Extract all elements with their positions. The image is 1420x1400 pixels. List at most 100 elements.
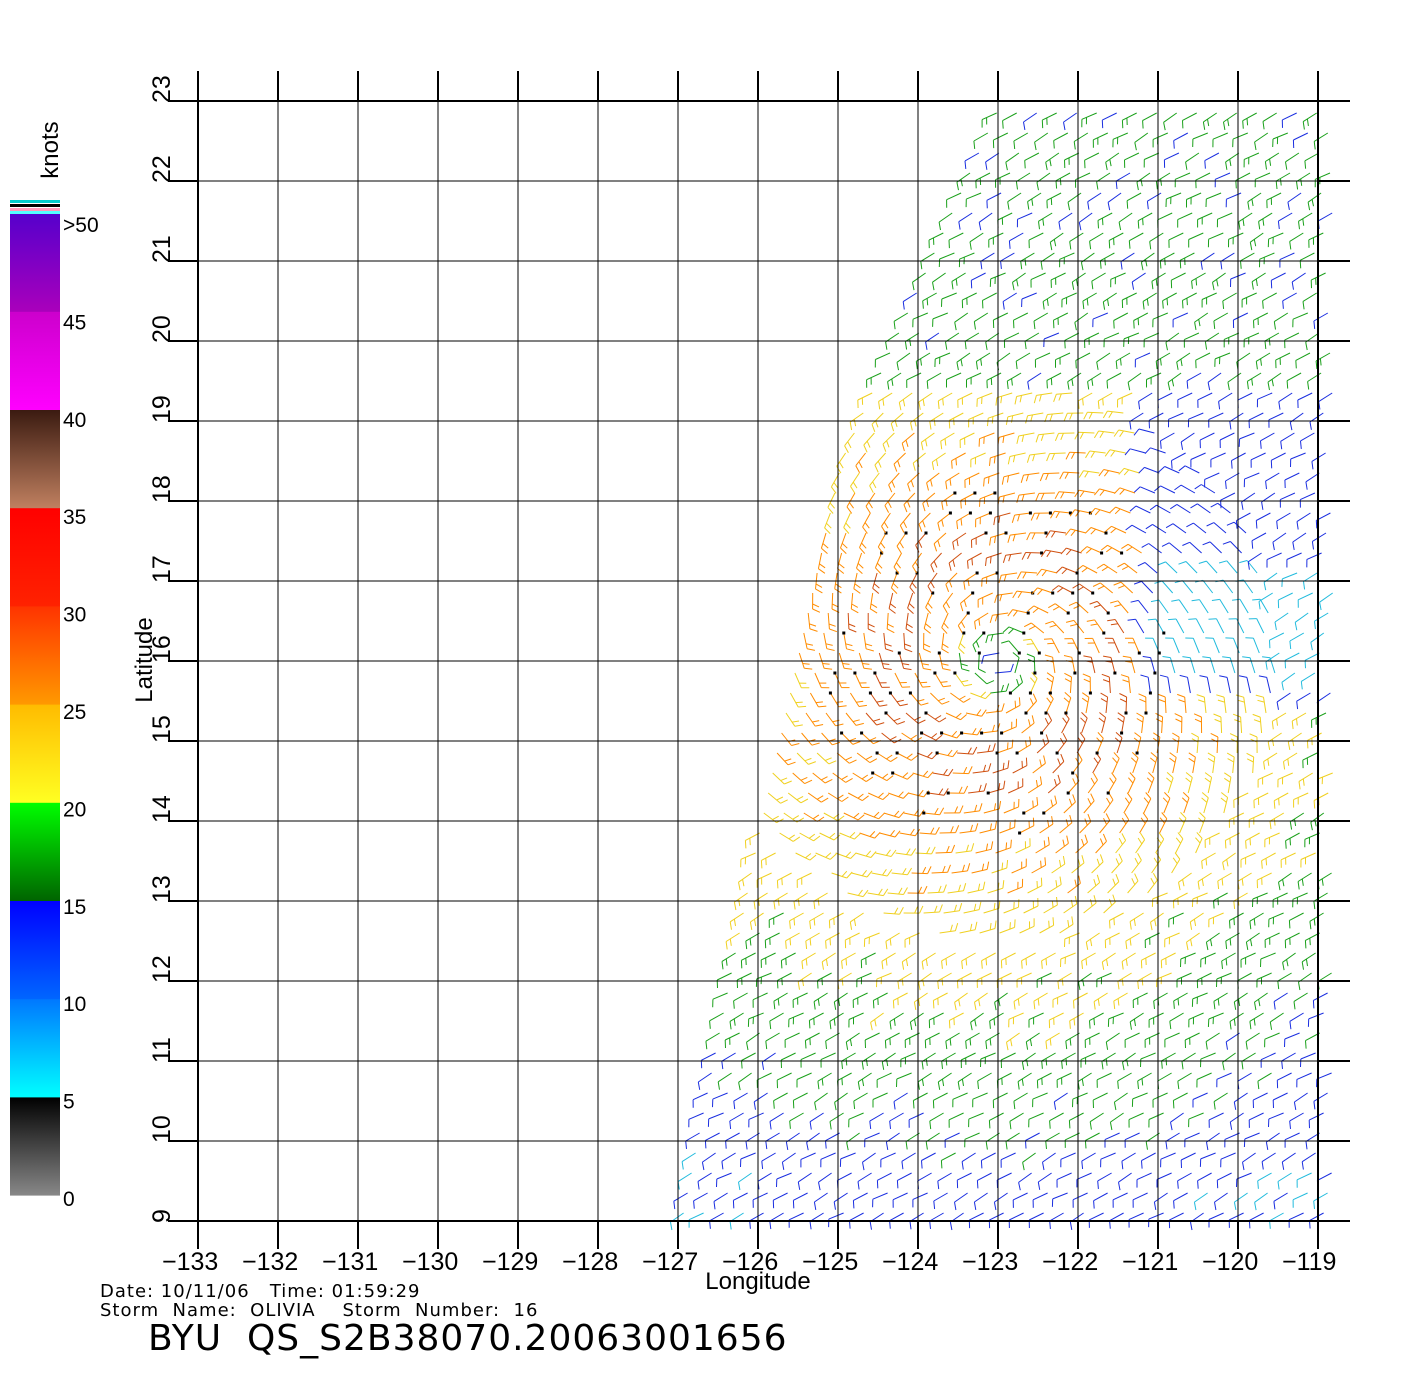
wind-barb xyxy=(1103,469,1120,474)
wind-barb-feather xyxy=(1102,410,1108,419)
wind-barb-feather xyxy=(973,140,976,149)
wind-barb-feather xyxy=(981,655,985,664)
wind-barb-feather xyxy=(825,940,827,949)
wind-barb xyxy=(721,1152,736,1162)
wind-barb-feather xyxy=(824,527,831,534)
rain-flag xyxy=(977,651,981,655)
wind-barb-feather xyxy=(1238,675,1247,678)
wind-barb-feather xyxy=(1113,1102,1117,1111)
wind-barb xyxy=(688,1112,704,1120)
rain-flag xyxy=(897,651,901,655)
wind-barb xyxy=(975,172,991,181)
wind-barb-feather xyxy=(1300,681,1303,690)
wind-barb xyxy=(1259,252,1275,260)
wind-barb xyxy=(746,1032,760,1043)
wind-barb-feather xyxy=(1016,494,1020,503)
wind-barb-feather xyxy=(1281,1060,1283,1069)
rain-flag xyxy=(968,511,972,515)
wind-barb-feather xyxy=(1249,1021,1252,1030)
wind-barb-feather xyxy=(1010,663,1014,672)
wind-barb-feather xyxy=(777,898,780,906)
wind-barb xyxy=(1072,1192,1088,1201)
wind-barb-feather xyxy=(1258,221,1261,230)
wind-barb xyxy=(1009,1112,1024,1122)
wind-barb xyxy=(929,1212,944,1222)
wind-barb xyxy=(1025,552,1042,554)
wind-barb-feather xyxy=(1205,1041,1208,1050)
wind-barb-feather xyxy=(1288,920,1291,929)
wind-barb-feather xyxy=(1242,656,1251,659)
wind-barb xyxy=(1142,292,1157,302)
wind-barb-feather xyxy=(858,704,867,707)
wind-barb xyxy=(1144,152,1160,160)
wind-barb xyxy=(1284,472,1300,481)
wind-barb xyxy=(1304,652,1320,661)
wind-barb-feather xyxy=(1115,874,1120,882)
wind-barb xyxy=(975,848,992,854)
wind-barb xyxy=(1258,212,1273,222)
wind-barb xyxy=(1072,1092,1088,1100)
wind-barb-feather xyxy=(1082,301,1085,310)
wind-barb-feather xyxy=(1231,460,1233,469)
wind-barb xyxy=(923,612,929,629)
legend-band xyxy=(10,704,60,803)
wind-barb xyxy=(1063,112,1077,123)
lon-tick-label: −128 xyxy=(562,1248,618,1276)
wind-barb-feather xyxy=(1099,854,1104,863)
wind-barb xyxy=(1254,132,1269,143)
wind-barb xyxy=(1289,232,1304,242)
wind-barb xyxy=(1178,872,1192,883)
wind-barb-feather xyxy=(963,599,967,608)
wind-barb xyxy=(1269,632,1285,641)
wind-barb xyxy=(1276,692,1291,703)
wind-barb-feather xyxy=(869,1121,872,1130)
wind-barb xyxy=(945,332,960,343)
wind-barb xyxy=(1202,579,1214,594)
wind-barb-feather xyxy=(890,423,895,432)
rain-flag xyxy=(868,691,872,695)
wind-barb xyxy=(1256,352,1271,362)
wind-barb-feather xyxy=(1046,697,1052,704)
rain-flag xyxy=(908,691,912,695)
wind-barb xyxy=(1063,801,1076,814)
wind-barb-feather xyxy=(1034,142,1037,151)
wind-barb-feather xyxy=(1261,501,1264,510)
wind-barb xyxy=(738,1172,752,1183)
wind-barb-feather xyxy=(917,699,925,702)
wind-barb xyxy=(941,292,957,300)
wind-barb-feather xyxy=(955,712,962,718)
wind-barb xyxy=(1208,232,1224,240)
rain-flag xyxy=(1004,531,1008,535)
wind-barb-feather xyxy=(1058,393,1062,401)
wind-barb xyxy=(994,512,1011,518)
legend-band xyxy=(10,802,60,901)
wind-barb xyxy=(992,767,1009,774)
wind-barb xyxy=(856,752,871,763)
rain-flag xyxy=(1015,751,1019,755)
rain-flag xyxy=(1018,831,1022,835)
wind-barb-feather xyxy=(1138,467,1145,474)
wind-barb-feather xyxy=(1087,798,1092,805)
wind-barb xyxy=(853,1192,868,1201)
wind-barb xyxy=(1100,1152,1116,1160)
wind-barb xyxy=(1018,492,1035,496)
wind-barb-feather xyxy=(1018,1182,1021,1191)
wind-barb-feather xyxy=(849,1039,853,1047)
wind-barb-feather xyxy=(940,681,948,683)
wind-barb xyxy=(843,812,859,821)
wind-barb xyxy=(1087,411,1104,414)
wind-barb xyxy=(950,692,964,703)
wind-barb-feather xyxy=(863,667,872,670)
wind-barb xyxy=(1316,692,1331,703)
wind-barb xyxy=(1109,449,1126,454)
wind-barb-feather xyxy=(1056,566,1063,573)
wind-barb-feather xyxy=(903,504,908,513)
wind-barb-feather xyxy=(960,663,968,667)
wind-barb xyxy=(782,1152,796,1163)
wind-barb-feather xyxy=(1000,684,1004,692)
rain-flag xyxy=(926,791,930,795)
wind-barb xyxy=(1059,822,1073,834)
wind-barb xyxy=(1259,598,1269,614)
wind-barb xyxy=(1115,352,1131,362)
